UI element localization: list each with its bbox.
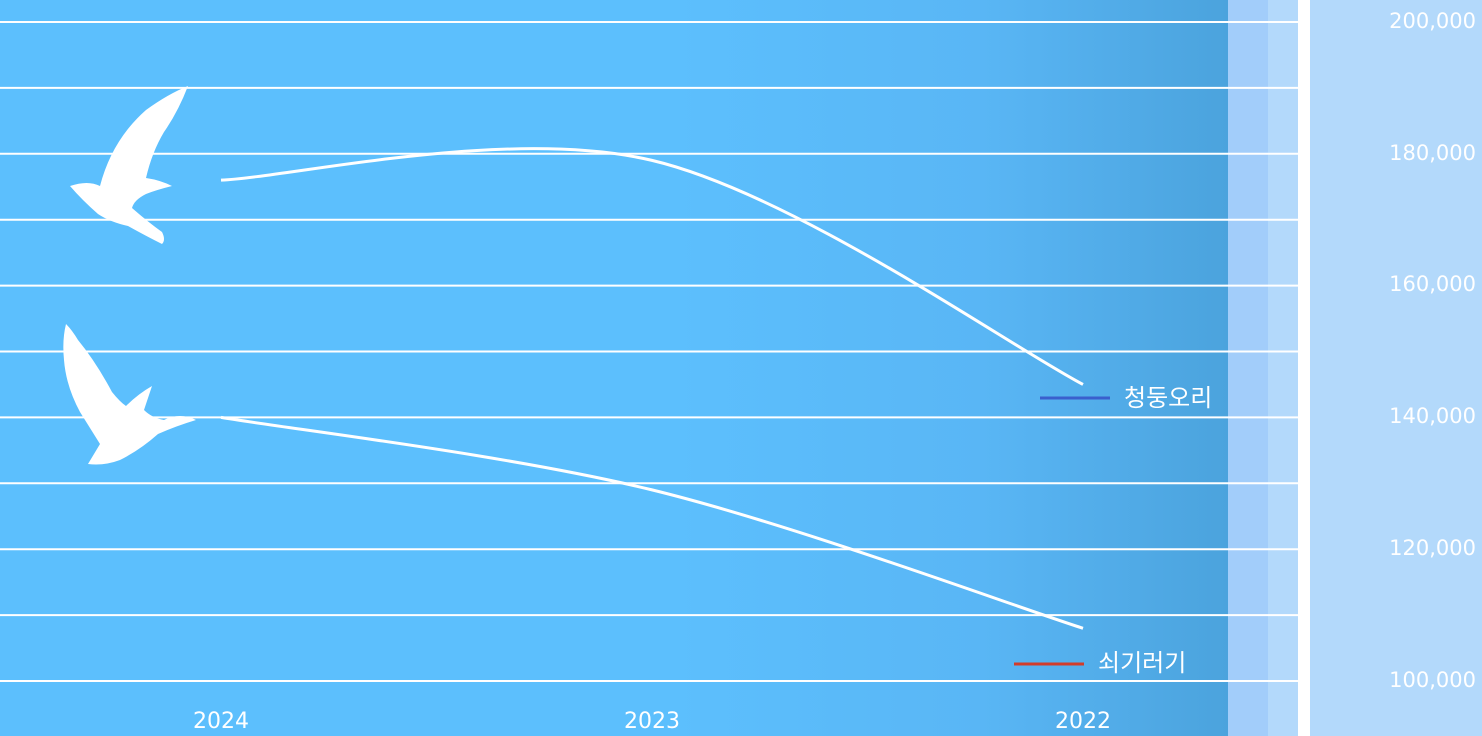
y-tick-label: 140,000 [1389, 404, 1476, 428]
divider [1298, 0, 1310, 736]
plot-background [0, 0, 1228, 736]
series-line-0 [220, 147, 1084, 386]
y-tick-label: 120,000 [1389, 536, 1476, 560]
bird-silhouette-icon [70, 86, 188, 244]
x-tick-label: 2022 [1055, 709, 1111, 734]
legend: 청둥오리 쇠기러기 [1014, 384, 1212, 677]
series-line-1 [220, 415, 1084, 630]
y-axis: 200,000 180,000 160,000 140,000 120,000 … [1389, 9, 1476, 692]
panel-strip [1268, 0, 1298, 736]
legend-label-mallard: 청둥오리 [1124, 384, 1212, 412]
panel-strip [1228, 0, 1268, 736]
series-lines [220, 147, 1084, 630]
y-tick-label: 180,000 [1389, 141, 1476, 165]
grid-lines [0, 21, 1300, 682]
y-tick-label: 200,000 [1389, 9, 1476, 33]
x-tick-label: 2024 [193, 709, 249, 734]
x-tick-label: 2023 [624, 709, 680, 734]
x-axis: 2024 2023 2022 [193, 709, 1111, 734]
legend-label-white-fronted-goose: 쇠기러기 [1098, 649, 1186, 677]
y-tick-label: 100,000 [1389, 668, 1476, 692]
y-axis-panel [1310, 0, 1482, 736]
bird-silhouette-icon [63, 324, 197, 465]
y-tick-label: 160,000 [1389, 272, 1476, 296]
